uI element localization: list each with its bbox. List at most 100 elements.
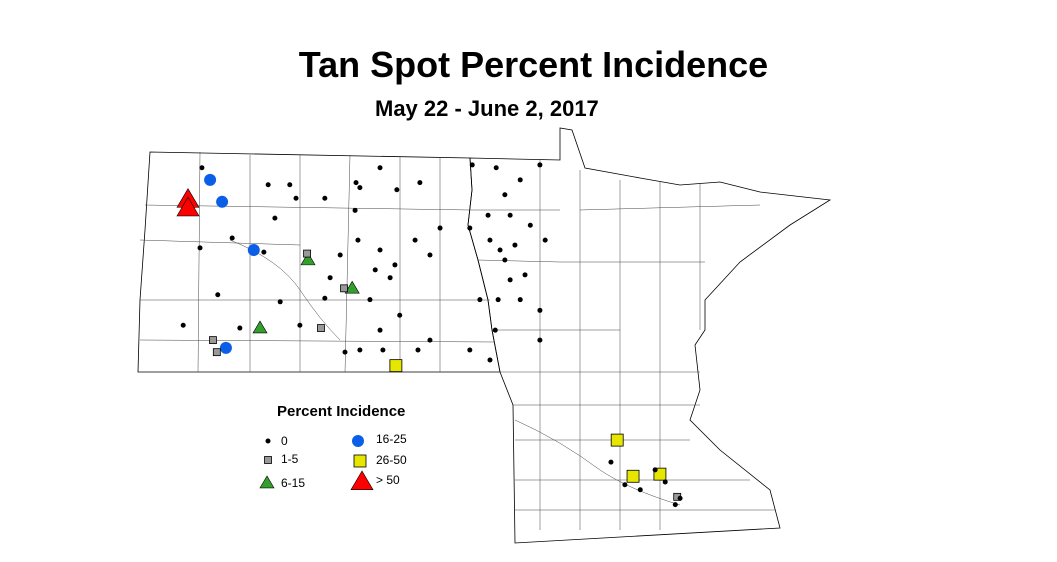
site-marker-dot (527, 222, 533, 228)
site-marker-dot (492, 327, 498, 333)
site-marker-dot (277, 299, 283, 305)
site-marker-dot (469, 162, 475, 168)
site-marker-dot (394, 187, 400, 193)
legend-label-gt-50: > 50 (376, 473, 400, 487)
site-marker-dot (197, 245, 203, 251)
county-lines (139, 151, 775, 530)
site-marker-dot (608, 459, 614, 465)
site-marker-dot (297, 322, 303, 328)
site-marker-dot (487, 357, 493, 363)
legend-symbol-dot (265, 438, 271, 444)
site-marker-dot (392, 262, 398, 268)
site-marker-dot (415, 347, 421, 353)
site-marker-dot (397, 312, 403, 318)
site-marker-dot (377, 247, 383, 253)
site-marker-square-1-5 (317, 324, 325, 332)
site-marker-dot (485, 212, 491, 218)
site-marker-dot (477, 297, 483, 303)
legend-symbol-triangle-gt-50 (350, 470, 374, 491)
site-marker-square-1-5 (212, 348, 221, 357)
site-marker-dot (502, 192, 508, 198)
site-marker-dot (353, 180, 359, 186)
legend-symbol-square-26-50 (353, 454, 367, 468)
site-marker-dot (387, 275, 393, 281)
site-marker-dot (293, 195, 299, 201)
site-marker-dot (622, 482, 628, 488)
site-marker-square-26-50 (626, 469, 640, 483)
site-marker-dot (502, 257, 508, 263)
legend-symbol-square-1-5 (264, 456, 272, 464)
site-marker-dot (357, 185, 363, 191)
site-marker-dot (652, 467, 658, 473)
site-marker-dot (437, 225, 443, 231)
site-marker-dot (377, 165, 383, 171)
site-marker-dot (327, 275, 333, 281)
site-marker-circle-16-25 (219, 341, 232, 354)
site-marker-dot (507, 212, 513, 218)
site-marker-dot (542, 237, 548, 243)
site-marker-dot (355, 237, 361, 243)
site-marker-dot (337, 252, 343, 258)
site-marker-dot (377, 327, 383, 333)
site-marker-dot (537, 337, 543, 343)
site-marker-dot (493, 165, 499, 171)
site-marker-dot (237, 325, 243, 331)
site-marker-square-26-50 (610, 433, 624, 447)
site-marker-dot (199, 165, 205, 171)
site-marker-dot (412, 237, 418, 243)
map-title: Tan Spot Percent Incidence (298, 44, 769, 85)
site-marker-dot (495, 297, 501, 303)
site-marker-dot (517, 177, 523, 183)
site-marker-circle-16-25 (204, 173, 217, 186)
site-marker-dot (417, 180, 423, 186)
site-marker-dot (322, 195, 328, 201)
site-marker-dot (352, 207, 358, 213)
site-marker-dot (427, 337, 433, 343)
site-marker-dot (215, 292, 221, 298)
site-marker-dot (672, 502, 678, 508)
site-marker-dot (467, 225, 473, 231)
legend-label-0: 0 (281, 434, 288, 448)
site-marker-dot (229, 235, 235, 241)
site-marker-square-26-50 (389, 359, 403, 373)
legend-symbol-circle-16-25 (352, 435, 364, 447)
site-marker-circle-16-25 (247, 244, 260, 257)
site-marker-dot (537, 162, 543, 168)
legend-label-1-5: 1-5 (281, 452, 299, 466)
site-marker-dot (517, 297, 523, 303)
site-marker-dot (287, 182, 293, 188)
site-marker-dot (322, 295, 328, 301)
site-marker-dot (357, 347, 363, 353)
site-marker-triangle-6-15 (300, 252, 316, 266)
map-subtitle: May 22 - June 2, 2017 (375, 96, 599, 121)
site-marker-dot (467, 347, 473, 353)
site-marker-triangle-gt-50 (176, 196, 200, 217)
site-marker-triangle-6-15 (252, 320, 268, 334)
site-marker-dot (662, 479, 668, 485)
site-marker-dot (180, 322, 186, 328)
site-marker-square-1-5 (303, 249, 311, 258)
legend-symbol-triangle-6-15 (259, 475, 275, 489)
legend-label-16-25: 16-25 (376, 432, 407, 446)
site-markers (176, 162, 683, 508)
site-marker-dot (512, 242, 518, 248)
site-marker-dot (265, 182, 271, 188)
site-marker-dot (537, 307, 543, 313)
site-marker-dot (677, 495, 683, 501)
legend-title: Percent Incidence (277, 403, 406, 420)
site-marker-dot (507, 277, 513, 283)
site-marker-square-1-5 (209, 336, 217, 345)
site-marker-dot (272, 215, 278, 221)
site-marker-dot (487, 237, 493, 243)
site-marker-dot (427, 252, 433, 258)
site-marker-dot (497, 247, 503, 253)
legend-label-26-50: 26-50 (376, 453, 407, 467)
north-dakota-outline (137, 151, 501, 373)
site-marker-dot (261, 249, 267, 255)
site-marker-dot (637, 487, 643, 493)
legend-label-6-15: 6-15 (281, 476, 306, 490)
site-marker-dot (380, 347, 386, 353)
legend-symbols (259, 435, 374, 491)
